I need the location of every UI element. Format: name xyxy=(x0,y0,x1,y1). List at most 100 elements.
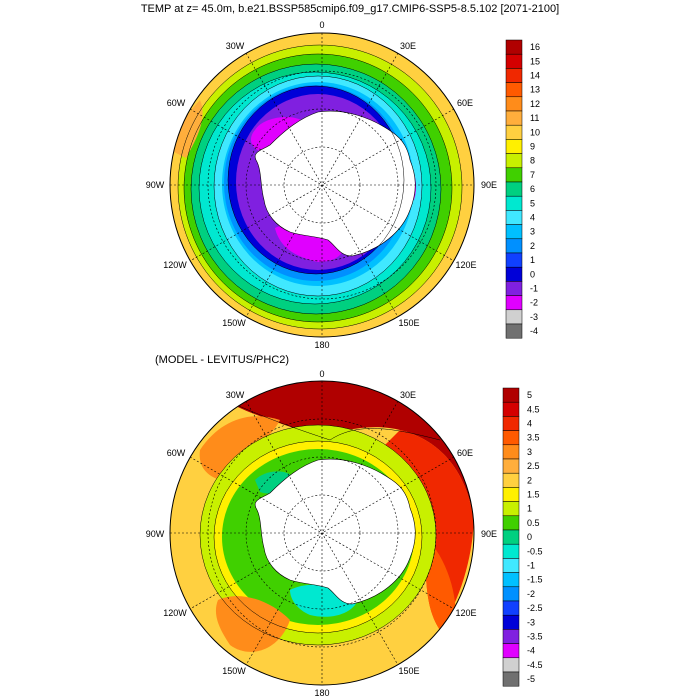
bottom-colorbar-tick-label: 1.5 xyxy=(527,490,540,500)
lon-label-120w-b: 120W xyxy=(163,608,187,618)
top-colorbar-tick-label: 12 xyxy=(530,99,540,109)
bottom-lon-labels: 0 30E 60E 90E 120E 150E 180 150W 120W 90… xyxy=(146,369,497,698)
bottom-colorbar-tick-label: 1 xyxy=(527,504,532,514)
lon-label-30w: 30W xyxy=(226,41,245,51)
bottom-colorbar-swatch xyxy=(502,572,520,588)
top-colorbar-tick-label: 16 xyxy=(530,42,540,52)
top-colorbar-swatch xyxy=(505,224,523,240)
bottom-colorbar-swatch xyxy=(502,586,520,602)
lon-label-60e: 60E xyxy=(457,98,473,108)
bottom-colorbar-swatch xyxy=(502,487,520,502)
top-colorbar-tick-label: 2 xyxy=(530,241,535,251)
bottom-colorbar-tick-label: -0.5 xyxy=(527,546,543,556)
anom-orange-west xyxy=(199,416,280,480)
top-colorbar-swatch xyxy=(505,82,523,98)
top-colorbar-tick-label: 13 xyxy=(530,85,540,95)
bottom-colorbar-tick-label: -3 xyxy=(527,617,535,627)
bottom-colorbar-tick-label: -5 xyxy=(527,674,535,684)
lon-label-150w: 150W xyxy=(222,318,246,328)
top-colorbar-tick-label: 10 xyxy=(530,127,540,137)
bottom-colorbar-swatch xyxy=(502,430,520,446)
bottom-colorbar-tick-label: -4.5 xyxy=(527,660,543,670)
top-colorbar-swatch xyxy=(505,210,523,225)
bottom-colorbar-swatch xyxy=(502,529,520,545)
lon-label-60w-b: 60W xyxy=(167,448,186,458)
antarctica-continent-bottom xyxy=(254,458,416,605)
top-colorbar-tick-label: 4 xyxy=(530,213,535,223)
bottom-colorbar-swatch xyxy=(502,558,520,573)
lon-label-150e: 150E xyxy=(398,318,419,328)
bottom-map-frame xyxy=(169,380,475,686)
lon-label-30w-b: 30W xyxy=(226,390,245,400)
bottom-panel-title: (MODEL - LEVITUS/PHC2) xyxy=(155,354,289,366)
bottom-colorbar-tick-label: 3.5 xyxy=(527,433,540,443)
top-colorbar-swatch xyxy=(505,53,523,69)
top-colorbar-swatch xyxy=(505,110,523,126)
bottom-colorbar-swatch xyxy=(502,543,520,559)
top-colorbar-swatch xyxy=(505,39,523,55)
top-colorbar-swatch xyxy=(505,281,523,296)
top-colorbar-swatch xyxy=(505,139,523,154)
top-colorbar-swatch xyxy=(505,167,523,183)
bottom-colorbar-tick-label: -3.5 xyxy=(527,632,543,642)
lon-label-180-b: 180 xyxy=(314,688,329,698)
top-colorbar-swatch xyxy=(505,266,523,282)
bottom-colorbar-tick-label: 3 xyxy=(527,447,532,457)
lon-label-120w: 120W xyxy=(163,260,187,270)
bottom-colorbar-tick-label: -1.5 xyxy=(527,575,543,585)
top-lon-labels: 0 30E 60E 90E 120E 150E 180 150W 120W 90… xyxy=(146,20,497,350)
lon-label-60w: 60W xyxy=(167,98,186,108)
top-colorbar-tick-label: 6 xyxy=(530,184,535,194)
bottom-colorbar-swatch xyxy=(502,416,520,431)
lon-label-150w-b: 150W xyxy=(222,666,246,676)
lon-label-60e-b: 60E xyxy=(457,448,473,458)
top-colorbar-tick-label: -1 xyxy=(530,284,538,294)
bottom-colorbar-swatch xyxy=(502,515,520,531)
top-panel: TEMP at z= 45.0m, b.e21.BSSP585cmip6.f09… xyxy=(141,3,559,350)
lon-label-90e: 90E xyxy=(481,180,497,190)
bottom-colorbar-tick-label: 5 xyxy=(527,390,532,400)
cold-pool-weddell xyxy=(250,116,305,152)
lon-label-90w: 90W xyxy=(146,180,165,190)
lon-label-90w-b: 90W xyxy=(146,529,165,539)
top-colorbar-swatch xyxy=(505,181,523,197)
top-colorbar-swatch xyxy=(505,195,523,211)
bottom-colorbar-tick-label: 4.5 xyxy=(527,404,540,414)
top-colorbar-tick-label: 8 xyxy=(530,156,535,166)
top-colorbar-tick-label: 1 xyxy=(530,255,535,265)
top-panel-title: TEMP at z= 45.0m, b.e21.BSSP585cmip6.f09… xyxy=(141,3,559,15)
top-colorbar-tick-label: -3 xyxy=(530,312,538,322)
contour-lines xyxy=(177,44,463,330)
top-colorbar-tick-label: 5 xyxy=(530,198,535,208)
top-colorbar-swatch xyxy=(505,323,523,339)
antarctica-continent xyxy=(254,110,416,257)
top-colorbar-tick-label: 9 xyxy=(530,142,535,152)
bottom-colorbar-swatch xyxy=(502,387,520,403)
lon-label-120e-b: 120E xyxy=(455,608,476,618)
bottom-colorbar-swatch xyxy=(502,401,520,417)
bottom-colorbar-swatch xyxy=(502,501,520,517)
lon-label-150e-b: 150E xyxy=(398,666,419,676)
lon-label-90e-b: 90E xyxy=(481,529,497,539)
top-colorbar-swatch xyxy=(505,68,523,83)
top-colorbar-tick-label: 0 xyxy=(530,269,535,279)
top-map xyxy=(170,33,474,337)
top-colorbar-tick-label: 14 xyxy=(530,71,540,81)
anom-warm-north xyxy=(225,381,474,520)
graticule xyxy=(170,33,474,337)
bottom-colorbar-swatch xyxy=(502,629,520,644)
bottom-colorbar-tick-label: 2.5 xyxy=(527,461,540,471)
top-map-frame xyxy=(169,32,475,338)
lon-label-30e-b: 30E xyxy=(400,390,416,400)
top-colorbar-swatch xyxy=(505,238,523,254)
bottom-colorbar-swatch xyxy=(502,614,520,630)
bottom-colorbar: 5 4.5 4 3.5 3 2.5 2 1.5 1 0.5 0 -0.5 -1 -1.5 -2 -2.5 -3 -… xyxy=(502,387,543,687)
top-colorbar-swatch xyxy=(505,252,523,268)
top-colorbar-swatch xyxy=(505,153,523,169)
top-colorbar-tick-label: 3 xyxy=(530,227,535,237)
top-colorbar-swatch xyxy=(505,309,523,325)
bottom-colorbar-tick-label: -1 xyxy=(527,561,535,571)
bottom-colorbar-tick-label: 0 xyxy=(527,532,532,542)
